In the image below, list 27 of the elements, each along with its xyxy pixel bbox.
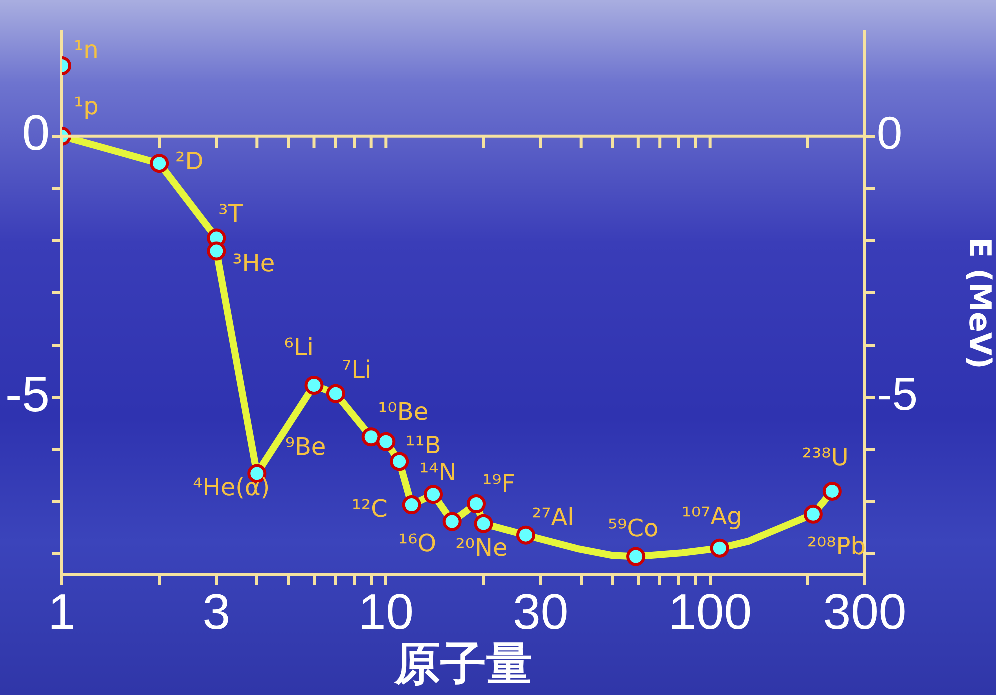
annotation: ¹²C — [352, 495, 388, 524]
y2-tick-label: -5 — [877, 368, 918, 420]
x-tick-label: 100 — [668, 584, 752, 640]
annotation: ¹⁴N — [420, 458, 457, 487]
annotation: ⁷Li — [342, 356, 372, 384]
annotation: ¹⁹F — [482, 470, 516, 498]
annotation: ¹⁰⁷Ag — [682, 502, 742, 530]
annotation: ¹¹B — [406, 432, 442, 460]
annotation: ¹n — [74, 36, 99, 64]
annotation: ¹p — [74, 92, 99, 120]
annotation: ⁴He(α) — [193, 474, 270, 502]
annotation: ⁵⁹Co — [608, 514, 659, 543]
annotation: ²D — [176, 148, 204, 176]
x-tick-label: 3 — [202, 584, 231, 640]
annotation: ³T — [218, 200, 244, 228]
x-tick-label: 1 — [48, 584, 76, 640]
y2-axis-title: E (MeV) — [962, 238, 996, 370]
annotation: ⁶Li — [284, 333, 314, 362]
y2-tick-label: 0 — [877, 107, 903, 160]
annotation: ³He — [232, 249, 276, 278]
annotation: ²⁰Ne — [456, 534, 508, 562]
x-tick-label: 300 — [823, 584, 907, 640]
annotation: ²⁷Al — [532, 503, 574, 532]
annotation: ⁹Be — [285, 433, 326, 462]
annotation: ¹⁰Be — [378, 398, 429, 426]
annotation: ¹⁶O — [398, 530, 436, 558]
annotation: ²³⁸U — [802, 443, 849, 472]
